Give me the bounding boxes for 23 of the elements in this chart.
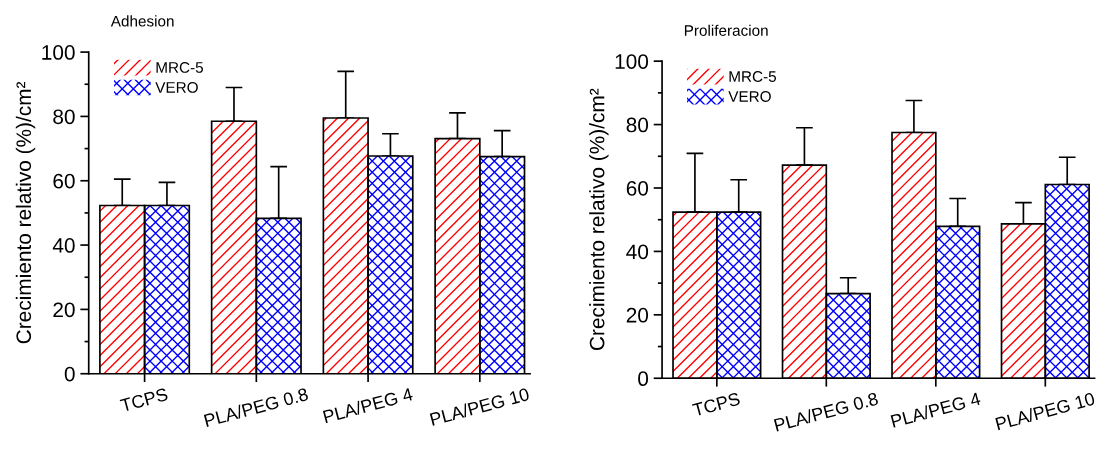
chart-title: Adhesion bbox=[110, 15, 174, 27]
y-tick-label: 40 bbox=[626, 244, 649, 260]
y-tick-label: 60 bbox=[626, 181, 649, 196]
y-tick-label: 0 bbox=[64, 366, 75, 382]
legend-label: MRC-5 bbox=[156, 62, 203, 73]
y-tick-label: 80 bbox=[626, 117, 649, 133]
y-axis-title: Crecimiento relativo (%)/cm² bbox=[15, 81, 36, 344]
x-tick-label: PLA/PEG 10 bbox=[995, 391, 1096, 431]
y-axis-title: Crecimiento relativo (%)/cm² bbox=[589, 88, 609, 351]
legend-label: MRC-5 bbox=[729, 71, 776, 82]
legend-label: VERO bbox=[155, 82, 198, 93]
y-tick-label: 80 bbox=[53, 109, 75, 125]
y-tick-label: 60 bbox=[53, 173, 75, 189]
legend-label: VERO bbox=[728, 91, 771, 102]
x-tick-label: TCPS bbox=[119, 387, 169, 413]
y-tick-label: 100 bbox=[42, 45, 75, 60]
y-tick-label: 100 bbox=[615, 54, 649, 69]
x-tick-label: TCPS bbox=[691, 392, 741, 417]
chart-title: Proliferacion bbox=[684, 24, 768, 36]
y-tick-label: 0 bbox=[638, 371, 649, 387]
y-tick-label: 40 bbox=[52, 238, 75, 253]
y-tick-label: 20 bbox=[53, 302, 75, 318]
y-tick-label: 20 bbox=[626, 307, 649, 323]
